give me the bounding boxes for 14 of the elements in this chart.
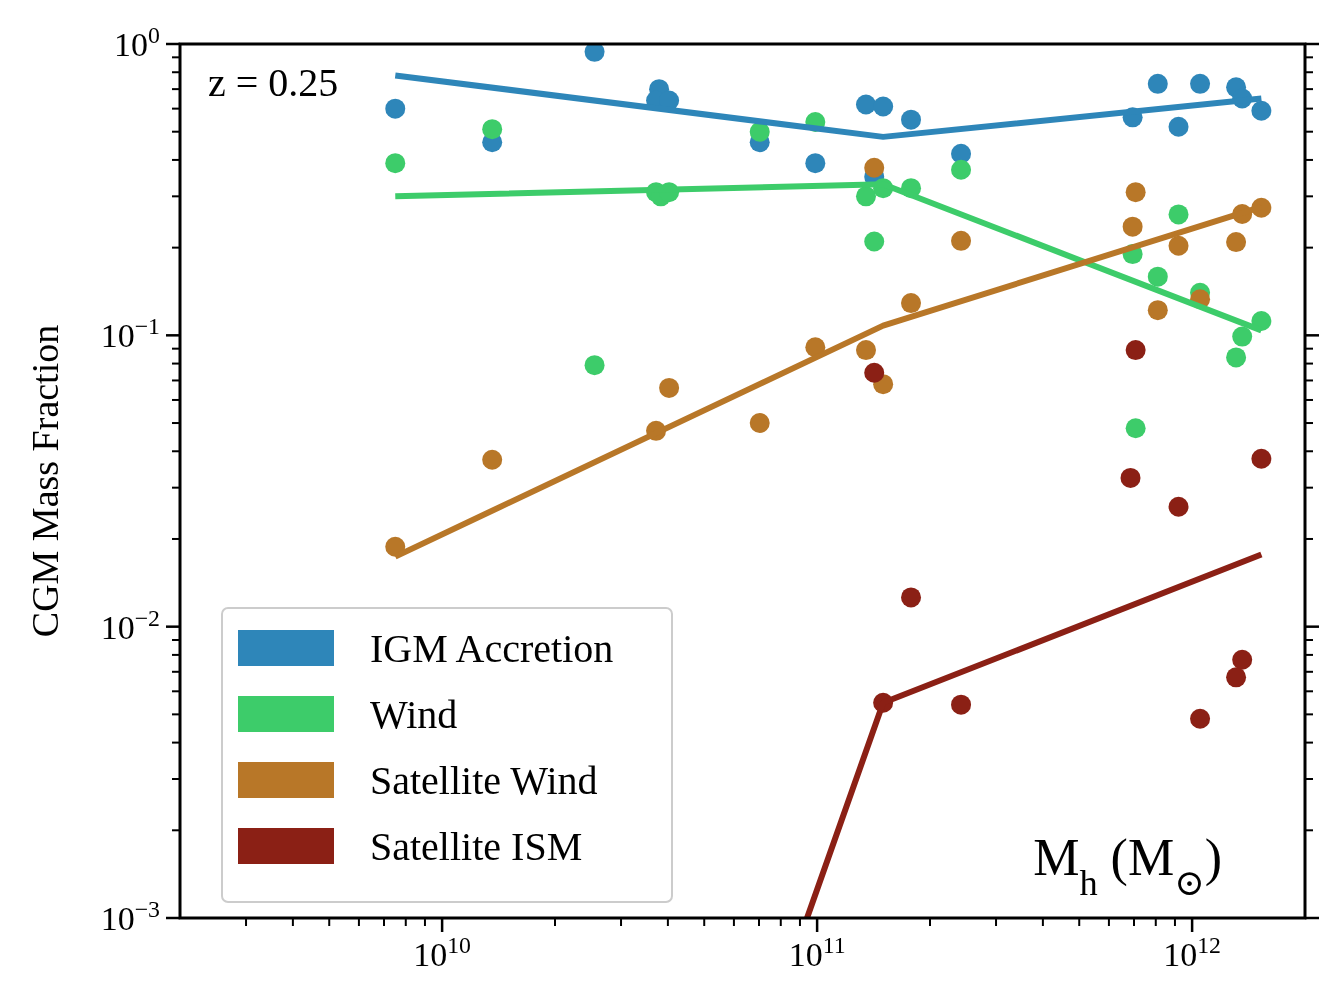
- legend-label: IGM Accretion: [370, 626, 614, 671]
- legend-label: Satellite Wind: [370, 758, 598, 803]
- x-tick-label: 10$^{12}$: [1163, 932, 1222, 973]
- annotation: z = 0.25: [208, 60, 339, 105]
- x-tick-label: 10$^{11}$: [788, 932, 846, 973]
- y-tick-label: 10$^{−3}$: [100, 896, 160, 937]
- y-tick-label: 10$^{0}$: [114, 22, 160, 63]
- legend-label: Satellite ISM: [370, 824, 583, 869]
- legend-label: Wind: [370, 692, 458, 737]
- x-axis-title: M$_{h}$ (M$_{⊙}$): [1033, 829, 1222, 903]
- y-tick-label: 10$^{−2}$: [100, 604, 160, 646]
- x-tick-label: 10$^{10}$: [413, 932, 472, 973]
- y-axis-title: CGM Mass Fraction: [24, 324, 66, 638]
- y-tick-label: 10$^{−1}$: [100, 313, 160, 355]
